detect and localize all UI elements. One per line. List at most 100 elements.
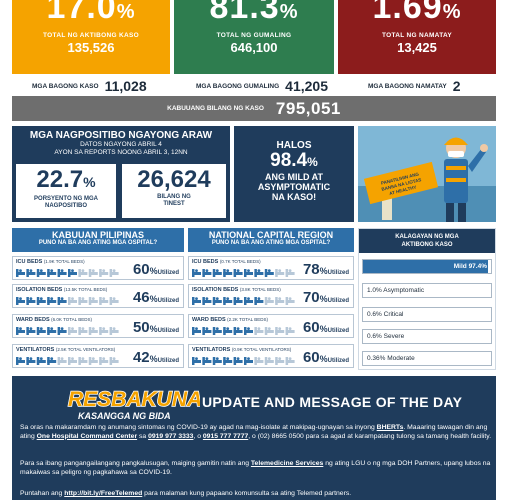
positivity-report-date: AYON SA REPORTS NOONG ABRIL 3, 12NN [54, 149, 188, 156]
bed-icon [36, 269, 46, 277]
ncr-ventilator-pct: 60%Utilized [302, 349, 349, 366]
ncr-icu-name: ICU BEDS (0.7K TOTAL BEDS) [192, 259, 261, 265]
new-deaths-label: MGA BAGONG NAMATAY [368, 82, 447, 90]
ncr-isolation-pct: 70%Utilized [302, 289, 349, 306]
positivity-panel: MGA NAGPOSITIBO NGAYONG ARAW DATOS NGAYO… [12, 126, 230, 222]
positivity-rate-value: 22.7% [36, 166, 96, 193]
bed-icon [68, 327, 77, 335]
status-mild-row: Mild 97.4% [362, 259, 492, 274]
bed-icon [88, 269, 98, 277]
resbakuna-logo: RESBAKUNA KASANGGA NG BIDA [67, 387, 200, 421]
bed-icon [99, 357, 109, 365]
health-worker-illustration: PANATILIHIN ANG BANSA NA LIGTAS AT HEALT… [358, 126, 496, 222]
bed-icon [212, 357, 222, 365]
mild-value: 98.4% [270, 150, 318, 171]
bed-icon [99, 297, 109, 305]
positivity-title: MGA NAGPOSITIBO NGAYONG ARAW [29, 130, 213, 141]
bed-icon [78, 297, 88, 305]
new-cases-value: 11,028 [104, 78, 147, 94]
ncr-icu-pct: 78%Utilized [302, 261, 349, 278]
bed-icon [254, 297, 264, 305]
bed-icon [202, 357, 212, 365]
mild-text-3: NA KASO! [271, 192, 317, 202]
command-center-link[interactable]: One Hospital Command Center [36, 432, 138, 440]
case-status-panel: KALAGAYAN NG MGA AKTIBONG KASO Mild 97.4… [358, 228, 496, 370]
update-paragraph-3: Puntahan ang http://bit.ly/FreeTelemed p… [20, 490, 352, 497]
new-cases-label: MGA BAGONG KASO [32, 82, 99, 90]
positivity-rate-label: PORSYENTO NG MGA [34, 196, 98, 202]
bed-icon [68, 269, 77, 277]
bed-icon [254, 357, 264, 365]
bed-icon [264, 297, 274, 305]
ph-isolation-bed-icons [16, 297, 119, 305]
telemed-url-link[interactable]: http://bit.ly/FreeTelemed [64, 490, 143, 497]
hospital-ph-subtitle: PUNO NA BA ANG ATING MGA OSPITAL? [38, 240, 158, 246]
deaths-card: 1.69% TOTAL NG NAMATAY 13,425 [338, 0, 496, 74]
bed-icon [88, 327, 98, 335]
positivity-rate-label-2: NAGPOSITIBO [44, 203, 87, 209]
bed-icon [233, 357, 243, 365]
bed-icon [47, 357, 57, 365]
ncr-ward-bed-icons [192, 327, 295, 335]
ncr-ward-name: WARD BEDS (2.2K TOTAL BEDS) [192, 317, 269, 323]
bed-icon [223, 297, 233, 305]
bed-icon [26, 297, 36, 305]
hospital-ph-title: KABUUAN PILIPINAS [51, 230, 144, 240]
bed-icon [223, 357, 233, 365]
new-deaths: MGA BAGONG NAMATAY 2 [368, 78, 461, 94]
bed-icon [202, 269, 212, 277]
bed-icon [68, 297, 77, 305]
status-asymptomatic-label: 1.0% Asymptomatic [367, 287, 425, 294]
recovered-card: 81.3% TOTAL NG GUMALING 646,100 [174, 0, 334, 74]
case-status-title-2: AKTIBONG KASO [401, 242, 453, 248]
hospital-ncr-title: NATIONAL CAPITAL REGION [208, 230, 334, 240]
recovered-label: TOTAL NG GUMALING [216, 32, 292, 39]
deaths-pct: 1.69% [372, 0, 462, 26]
active-value: 135,526 [67, 40, 115, 55]
deaths-value: 13,425 [397, 40, 437, 55]
bed-icon [264, 327, 274, 335]
ncr-isolation-card: ISOLATION BEDS (3.8K TOTAL BEDS) 70%Util… [188, 284, 354, 308]
active-cases-card: 17.0% TOTAL NG AKTIBONG KASO 135,526 [12, 0, 170, 74]
bed-icon [36, 357, 46, 365]
bed-icon [36, 297, 46, 305]
status-severe-label: 0.6% Severe [367, 333, 405, 340]
telemedicine-link[interactable]: Telemedicine Services [250, 460, 324, 467]
bed-icon [78, 269, 88, 277]
bed-icon [275, 269, 285, 277]
bed-icon [192, 297, 201, 305]
bed-icon [244, 269, 253, 277]
status-severe-row: 0.6% Severe [362, 329, 492, 344]
bed-icon [16, 357, 25, 365]
ph-ventilator-icons [16, 357, 119, 365]
ncr-icu-card: ICU BEDS (0.7K TOTAL BEDS) 78%Utilized [188, 256, 354, 280]
case-status-header: KALAGAYAN NG MGA AKTIBONG KASO [359, 229, 495, 253]
bed-icon [275, 357, 285, 365]
bed-icon [254, 269, 264, 277]
bed-icon [26, 357, 36, 365]
ncr-isolation-bed-icons [192, 297, 295, 305]
bed-icon [47, 269, 57, 277]
hotline-1[interactable]: 0919 977 3333 [148, 432, 194, 440]
positivity-rate-box: 22.7% PORSYENTO NG MGA NAGPOSITIBO [16, 164, 116, 218]
bhert-link[interactable]: BHERTs [376, 424, 404, 431]
bed-icon [192, 357, 201, 365]
ph-isolation-card: ISOLATION BEDS (13.5K TOTAL BEDS) 46%Uti… [12, 284, 184, 308]
case-status-title: KALAGAYAN NG MGA [395, 234, 459, 240]
bed-icon [244, 357, 253, 365]
hospital-ncr-subtitle: PUNO NA BA ANG ATING MGA OSPITAL? [211, 240, 331, 246]
bed-icon [57, 327, 67, 335]
hospital-ncr-panel: NATIONAL CAPITAL REGION PUNO NA BA ANG A… [188, 228, 354, 370]
bed-icon [202, 327, 212, 335]
hotline-2[interactable]: 0915 777 7777 [202, 432, 249, 440]
bed-icon [244, 297, 253, 305]
bed-icon [264, 357, 274, 365]
ph-ward-pct: 50%Utilized [132, 319, 179, 336]
ncr-ward-pct: 60%Utilized [302, 319, 349, 336]
bed-icon [47, 297, 57, 305]
ph-icu-name: ICU BEDS (1.9K TOTAL BEDS) [16, 259, 85, 265]
update-paragraph-1: Sa oras na makaramdam ng anumang sintoma… [20, 424, 492, 440]
bed-icon [254, 327, 264, 335]
tested-value: 26,624 [137, 166, 211, 193]
ncr-ventilator-card: VENTILATORS (0.9K TOTAL VENTILATORS) 60%… [188, 344, 354, 368]
